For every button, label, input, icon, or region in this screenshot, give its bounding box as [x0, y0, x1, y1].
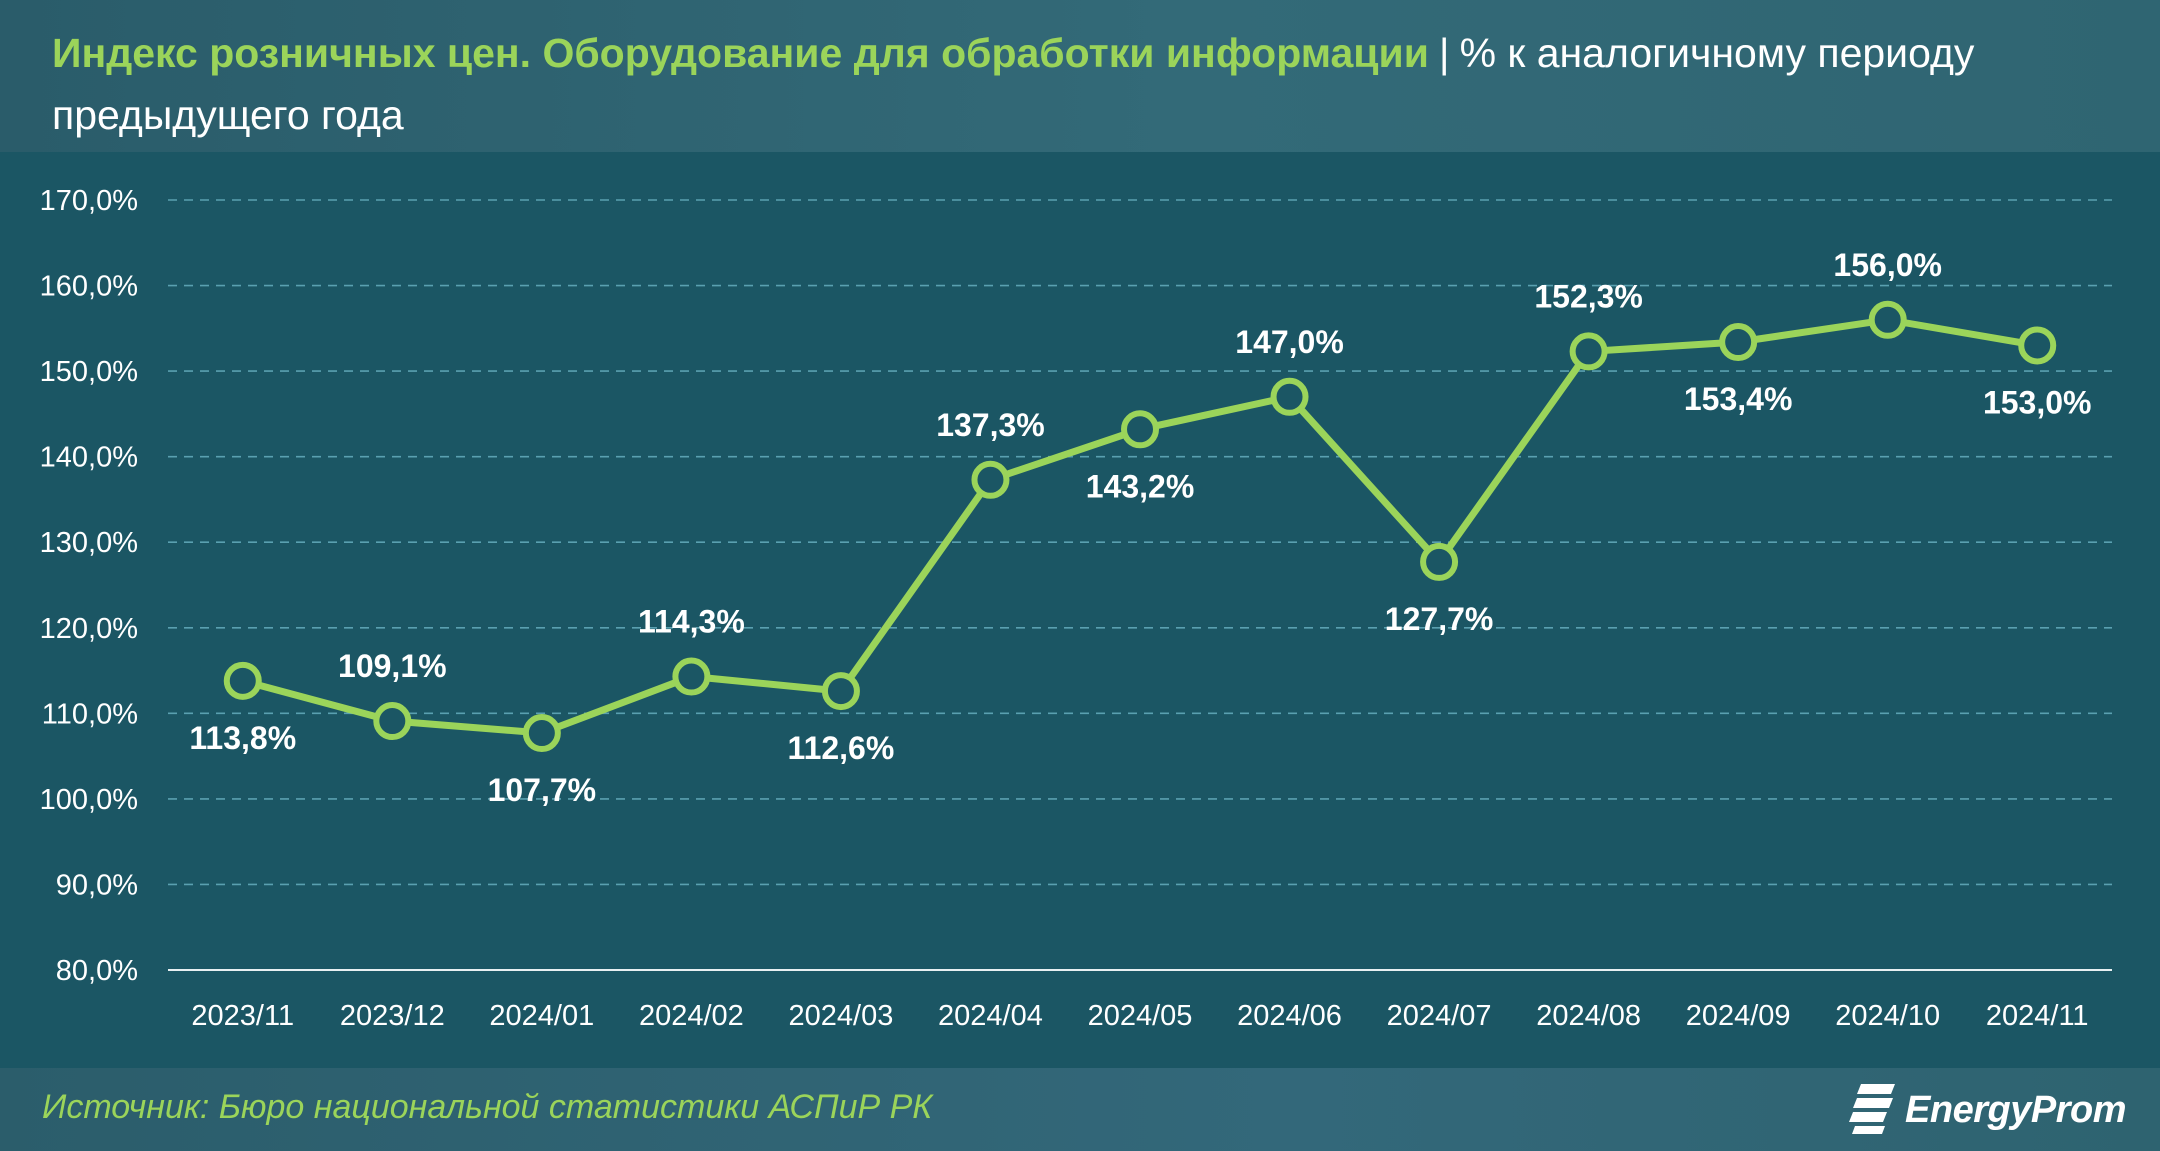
y-tick-label: 100,0%: [40, 784, 138, 816]
data-point: [1719, 323, 1758, 362]
y-tick-label: 170,0%: [40, 185, 138, 217]
y-tick-label: 150,0%: [40, 356, 138, 388]
data-label: 107,7%: [488, 772, 597, 808]
x-tick-label: 2024/10: [1835, 1000, 1940, 1032]
data-label: 137,3%: [936, 407, 1045, 443]
y-tick-label: 160,0%: [40, 271, 138, 303]
x-tick-label: 2024/06: [1237, 1000, 1342, 1032]
y-tick-label: 140,0%: [40, 442, 138, 474]
x-tick-label: 2024/01: [489, 1000, 594, 1032]
x-tick-label: 2024/05: [1088, 1000, 1193, 1032]
x-tick-label: 2024/07: [1387, 1000, 1492, 1032]
energyprom-logo: EnergyProm: [1847, 1080, 2126, 1140]
data-labels: 113,8% 109,1% 107,7% 114,3% 112,6% 137,3% 143,…: [189, 247, 2091, 808]
data-label: 113,8%: [189, 720, 296, 756]
y-tick-label: 80,0%: [56, 955, 138, 987]
x-tick-label: 2023/12: [340, 1000, 445, 1032]
title-main: Индекс розничных цен. Оборудование для о…: [52, 30, 1429, 76]
y-tick-label: 130,0%: [40, 527, 138, 559]
source-note: Источник: Бюро национальной статистики А…: [42, 1088, 933, 1126]
data-label: 152,3%: [1534, 278, 1643, 314]
data-label: 156,0%: [1833, 247, 1942, 283]
title-unit: % к аналогичному периоду предыдущего год…: [52, 30, 1975, 138]
x-tick-label: 2024/04: [938, 1000, 1043, 1032]
data-point: [1121, 410, 1159, 449]
series-points: [223, 300, 2057, 753]
x-tick-label: 2024/11: [1986, 1000, 2089, 1032]
chart-area: 80,0% 90,0% 100,0% 110,0% 120,0% 130,0% 140,0%…: [0, 152, 2160, 1068]
data-point: [373, 702, 412, 741]
x-tick-label: 2023/11: [191, 1000, 294, 1032]
data-point: [522, 714, 561, 753]
data-point: [1270, 377, 1309, 416]
line-chart: 80,0% 90,0% 100,0% 110,0% 120,0% 130,0% 140,0%…: [40, 185, 2112, 1032]
data-label: 127,7%: [1385, 601, 1494, 637]
y-tick-label: 120,0%: [40, 613, 138, 645]
x-axis-tick-labels: 2023/11 2023/12 2024/01 2024/02 2024/03 2024/…: [191, 1000, 2088, 1032]
data-point: [2018, 326, 2057, 365]
x-tick-label: 2024/09: [1686, 1000, 1791, 1032]
chart-footer: Источник: Бюро национальной статистики А…: [0, 1068, 2160, 1151]
x-tick-label: 2024/03: [789, 1000, 894, 1032]
data-point: [971, 460, 1010, 499]
data-label: 109,1%: [338, 648, 447, 684]
logo-text: EnergyProm: [1905, 1088, 2126, 1131]
x-tick-label: 2024/02: [639, 1000, 744, 1032]
data-point: [1420, 542, 1459, 581]
data-label: 153,0%: [1983, 384, 2092, 420]
gridlines: [168, 199, 2112, 971]
data-label: 114,3%: [638, 604, 745, 640]
data-label: 143,2%: [1086, 468, 1195, 504]
chart-title: Индекс розничных цен. Оборудование для о…: [52, 22, 2132, 146]
x-tick-label: 2024/08: [1536, 1000, 1641, 1032]
chart-header: Индекс розничных цен. Оборудование для о…: [0, 0, 2160, 152]
energyprom-logo-icon: [1849, 1084, 1896, 1134]
data-label: 153,4%: [1684, 381, 1793, 417]
data-point: [1569, 332, 1608, 371]
data-point: [672, 657, 711, 696]
data-point: [1868, 300, 1907, 339]
data-point: [821, 672, 860, 711]
data-label: 147,0%: [1235, 324, 1344, 360]
data-label: 112,6%: [788, 730, 895, 766]
y-axis-tick-labels: 80,0% 90,0% 100,0% 110,0% 120,0% 130,0% 140,0%…: [40, 185, 138, 987]
title-separator: |: [1438, 30, 1450, 76]
y-tick-label: 110,0%: [42, 698, 138, 730]
data-point: [223, 661, 262, 700]
y-tick-label: 90,0%: [56, 869, 138, 901]
